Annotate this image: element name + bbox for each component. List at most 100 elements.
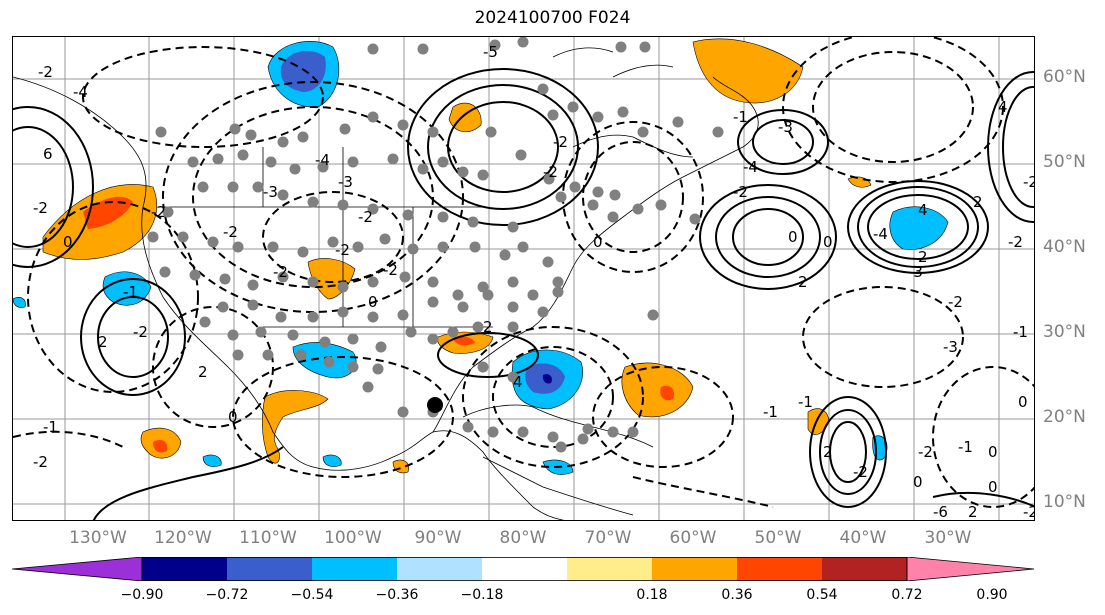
colorbar-tick-label: 0.54 [806,587,838,603]
contour-label: -4 [873,225,888,243]
colorbar-segment [312,557,397,581]
contour-label: -2 [335,241,350,259]
contour-label: -2 [33,453,48,471]
colorbar-tick-label: 0.90 [976,587,1008,603]
contour-label: -2 [1023,173,1035,191]
contour-label: 0 [788,228,798,246]
contour-label: 2 [98,333,108,351]
contour-label: -2 [358,208,373,226]
contour-label: -6 [933,503,948,521]
contour-label: -2 [273,263,288,281]
colorbar-segment [652,557,737,581]
contour-label: -1 [43,418,58,436]
colorbar-segment [822,557,907,581]
contour-label: -2 [151,203,166,221]
colorbar-segment [397,557,482,581]
longitude-label: 120°W [154,528,212,548]
map-canvas: -2-46-20-2-3-2-20-4-2-5-2-2024-30 02-3-2-… [13,37,1035,521]
latitude-label: 30°N [1043,322,1086,342]
latitude-label: 40°N [1043,237,1086,257]
contour-label: 2 [973,193,983,211]
colorbar-tick-label: −0.18 [460,587,504,603]
latitude-label: 20°N [1043,407,1086,427]
contour-label: 2 [823,443,833,461]
contour-label: 4 [998,98,1008,116]
colorbar-segment [906,557,1035,581]
contour-label: 4 [513,373,523,391]
colorbar-segment [567,557,652,581]
map-panel: -2 -4 6 -2 0 -2 -3 -2 -2 0 -4 -2 -5 -2 -2 0 2 4 -3 0 0 2 -3 -2-… [12,36,1035,521]
contour-label: 2 [483,318,493,336]
longitude-label: 50°W [754,528,802,548]
contour-label: 0 [988,478,998,496]
contour-label: -2 [948,293,963,311]
contour-label: -2 [553,133,568,151]
contour-label: -2 [1023,503,1035,521]
latitude-label: 10°N [1043,492,1086,512]
contour-label: 0 [228,408,238,426]
contour-label: 2 [918,248,928,266]
map-title: 2024100700 F024 [474,8,631,28]
colorbar-segment [737,557,822,581]
colorbar-tick-label: −0.72 [205,587,249,603]
contour-label: -4 [743,158,758,176]
colorbar-segment [12,557,143,581]
longitude-label: 80°W [499,528,547,548]
contour-label: -1 [123,283,138,301]
contour-label: -1 [798,393,813,411]
coastlines [13,47,759,520]
contour-label: 2 [968,503,978,521]
contour-label: -3 [778,118,793,136]
contour-labels: -2-46-20-2-3-2-20-4-2-5-2-2024-30 02-3-2-… [33,43,1035,521]
contour-label: 0 [368,293,378,311]
contour-label: -2 [1008,233,1023,251]
longitude-label: 30°W [924,528,972,548]
contour-label: -3 [263,183,278,201]
contour-label: 0 [913,473,923,491]
contour-label: -1 [733,108,748,126]
contour-label: -2 [383,261,398,279]
latitude-label: 50°N [1043,152,1086,172]
contour-label: -4 [315,151,330,169]
latitude-label: 60°N [1043,67,1086,87]
contour-label: -2 [133,323,148,341]
contour-label: -4 [73,83,88,101]
longitude-label: 130°W [69,528,127,548]
colorbar-tick-label: −0.54 [290,587,334,603]
contour-label: -2 [223,223,238,241]
longitude-label: 110°W [239,528,297,548]
contour-label: 0 [63,233,73,251]
contour-label: 2 [798,273,808,291]
colorbar-segment [142,557,227,581]
contour-label: -3 [943,338,958,356]
colorbar-tick-label: 0.72 [891,587,923,603]
contour-label: -2 [38,63,53,81]
colorbar-tick-label: 0.36 [721,587,753,603]
contour-label: 0 [823,233,833,251]
contour-label: -3 [908,263,923,281]
contour-label: -5 [483,43,498,61]
shaded-field [13,38,949,475]
colorbar [12,557,1035,581]
station-markers [147,37,724,453]
contour-label: 6 [43,145,53,163]
contour-label: 4 [918,201,928,219]
graticule [13,37,1034,520]
contour-label: 0 [988,443,998,461]
longitude-label: 70°W [584,528,632,548]
contour-label: -2 [853,463,868,481]
contour-label: -1 [958,438,973,456]
contour-label: -1 [763,403,778,421]
contour-label: -2 [918,443,933,461]
contour-label: -2 [33,199,48,217]
contour-label: 2 [198,363,208,381]
storm-center-marker [427,397,443,413]
contour-label: -2 [543,163,558,181]
longitude-label: 60°W [669,528,717,548]
contour-label: -3 [338,173,353,191]
colorbar-segment [482,557,567,581]
contour-label: -2 [733,183,748,201]
longitude-label: 40°W [839,528,887,548]
contour-label: 0 [1018,393,1028,411]
colorbar-tick-label: −0.90 [120,587,164,603]
